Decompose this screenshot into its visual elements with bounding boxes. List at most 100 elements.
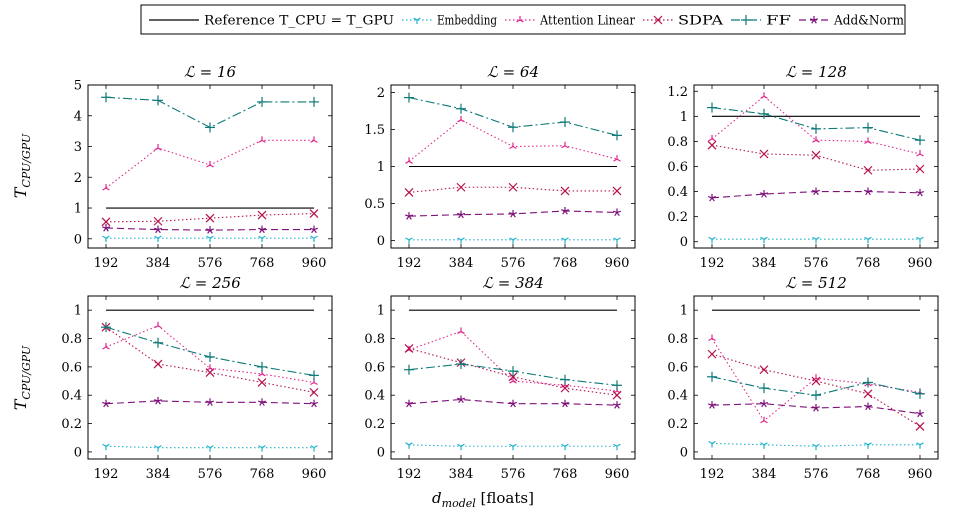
x-tick-label: 576 (501, 467, 526, 482)
data-point (309, 387, 319, 397)
panel-6: ℒ = 512 0 0.2 0.4 0.6 0.8 1 192 384 576 768 960 (667, 274, 939, 482)
series-ff (404, 92, 622, 141)
y-tick-label: 0.6 (667, 360, 688, 375)
data-point (456, 182, 466, 192)
series-attention-linear (708, 92, 924, 157)
data-point (154, 321, 162, 329)
x-tick-label: 576 (198, 256, 223, 271)
data-point (102, 235, 110, 243)
legend-label: Embedding (437, 14, 497, 29)
legend-marker (516, 16, 524, 23)
data-point (404, 344, 414, 353)
data-point (310, 445, 318, 452)
y-tick-label: 1 (377, 304, 385, 319)
panel-title: ℒ = 128 (785, 63, 847, 81)
data-point (405, 399, 413, 408)
data-point (612, 380, 622, 391)
data-point (206, 235, 214, 243)
data-point (456, 103, 466, 114)
data-point (811, 376, 821, 386)
data-point (560, 186, 570, 196)
series-sdpa (707, 349, 925, 431)
panel-title: ℒ = 16 (184, 63, 236, 81)
legend-entry-embedding: Embedding (402, 14, 497, 29)
data-point (102, 224, 110, 232)
y-tick-label: 1.2 (667, 85, 688, 100)
data-point (760, 92, 768, 99)
legend-label: Attention Linear (539, 14, 636, 29)
y-tick-label: 2 (377, 86, 385, 101)
series-embedding (708, 440, 924, 451)
panel-2: ℒ = 64 0 0.5 1 1.5 2 192 384 576 768 960 (364, 63, 636, 271)
figure-labels: TCPU/GPU TCPU/GPU dmodel [floats] (11, 133, 534, 510)
series-line (105, 325, 315, 384)
data-point (206, 160, 214, 168)
data-point (812, 403, 820, 412)
data-point (310, 225, 318, 234)
series-line (711, 353, 921, 427)
legend-entry-ff: FF (731, 14, 791, 29)
x-tick-label: 960 (302, 256, 327, 271)
y-tick-label: 0 (377, 234, 385, 249)
data-point (864, 442, 872, 449)
data-point (154, 445, 162, 452)
data-point (561, 206, 569, 215)
data-point (613, 443, 621, 451)
series-add-norm (405, 395, 621, 409)
panel-1: ℒ = 16 0 1 2 3 4 5 192 384 576 768 960 (74, 63, 333, 271)
data-point (707, 102, 717, 113)
data-point (258, 225, 266, 234)
x-tick-label: 384 (146, 256, 171, 271)
data-point (916, 149, 924, 157)
data-point (456, 359, 466, 370)
data-point (457, 327, 465, 334)
series-ff (707, 371, 925, 401)
data-point (101, 322, 111, 333)
legend-marker (653, 15, 663, 25)
x-tick-label: 192 (700, 467, 725, 482)
data-point (102, 343, 110, 350)
data-point (915, 164, 925, 174)
data-point (612, 390, 622, 400)
data-point (310, 136, 318, 143)
data-point (508, 366, 518, 377)
data-point (102, 184, 110, 191)
series-sdpa (707, 140, 925, 175)
data-point (205, 213, 215, 223)
x-tick-label: 192 (700, 256, 725, 271)
series-sdpa (404, 182, 622, 197)
y-tick-label: 0.6 (364, 360, 385, 375)
data-point (457, 395, 465, 404)
data-point (916, 409, 924, 418)
data-point (508, 122, 518, 133)
data-point (759, 108, 769, 119)
series-ff (101, 92, 319, 133)
panel-frame (87, 84, 333, 249)
legend-marker (810, 16, 818, 24)
data-point (258, 235, 266, 243)
data-point (205, 368, 215, 377)
data-point (257, 361, 267, 372)
data-point (205, 351, 215, 362)
data-point (613, 237, 621, 244)
y-tick-label: 0.2 (364, 417, 385, 432)
legend-box (140, 4, 906, 35)
data-point (864, 236, 872, 244)
data-point (707, 140, 717, 150)
data-point (811, 390, 821, 401)
data-point (760, 416, 768, 424)
x-tick-label: 768 (250, 256, 275, 271)
series-add-norm (405, 206, 621, 220)
legend: Reference T_CPU = T_GPU Embedding Attentio… (140, 4, 906, 35)
legend-label: SDPA (678, 14, 724, 29)
x-tick-label: 192 (397, 256, 422, 271)
data-point (405, 212, 413, 220)
data-point (509, 209, 517, 218)
data-point (405, 157, 413, 164)
data-point (154, 396, 162, 405)
y-tick-label: 0.2 (667, 210, 688, 225)
panel-3: ℒ = 128 0 0.2 0.4 0.6 0.8 1 1.2 192 384 576 768 960 (667, 63, 939, 271)
data-point (560, 374, 570, 385)
x-axis-label: dmodel [floats] (432, 489, 534, 510)
data-point (404, 364, 414, 375)
